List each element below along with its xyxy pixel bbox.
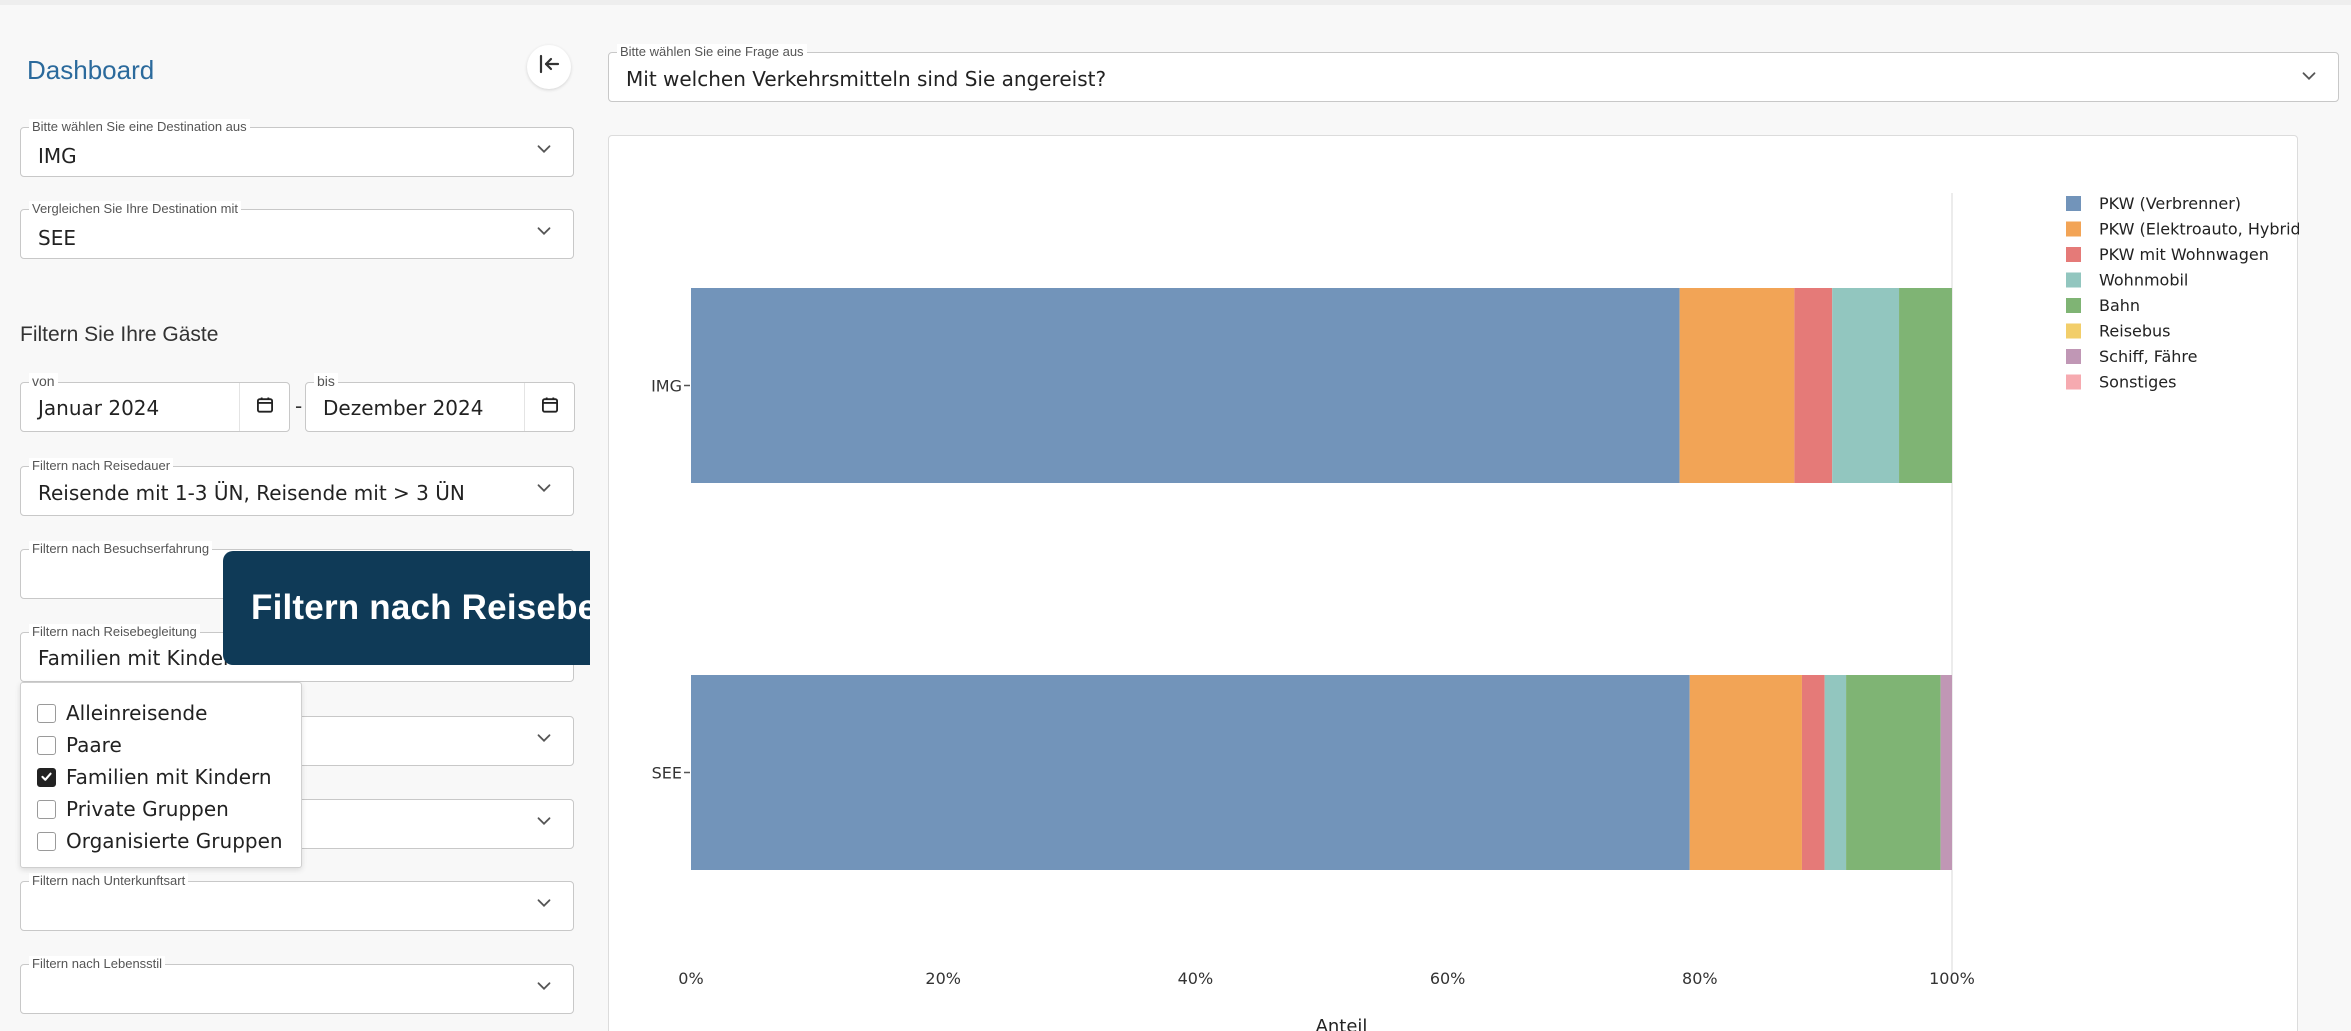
x-tick-label: 40%	[1178, 969, 1214, 988]
unterkunftsart-select[interactable]: Filtern nach Unterkunftsart	[20, 873, 574, 931]
date-from-calendar-button[interactable]	[239, 383, 289, 431]
date-to-calendar-button[interactable]	[524, 383, 574, 431]
checkmark-icon	[40, 768, 53, 787]
legend-entry-label: PKW (Verbrenner)	[2099, 194, 2241, 213]
x-tick-label: 100%	[1929, 969, 1975, 988]
x-tick-label: 0%	[678, 969, 703, 988]
question-select[interactable]: Bitte wählen Sie eine Frage aus Mit welc…	[608, 44, 2339, 102]
x-tick-label: 20%	[925, 969, 961, 988]
reisebegleitung-dropdown: Alleinreisende Paare Familien mit Kinder…	[20, 682, 302, 868]
legend-swatch	[2066, 374, 2081, 390]
stacked-bar-chart: IMG SEE 0% 20% 40% 60% 80% 100% Anteil PKW (Verbr…	[651, 193, 2299, 1031]
date-to-label: bis	[314, 373, 338, 389]
option-label: Familien mit Kindern	[66, 765, 272, 789]
y-tick-label: SEE	[652, 764, 682, 783]
chevron-down-icon	[2298, 65, 2320, 87]
legend-swatch	[2066, 221, 2081, 237]
checkbox-unchecked[interactable]	[37, 703, 56, 723]
chevron-down-icon	[533, 892, 555, 914]
bar-segment	[1689, 675, 1802, 870]
calendar-icon	[255, 395, 275, 419]
legend-entry-label: Reisebus	[2099, 322, 2171, 341]
legend-entry-label: Sonstiges	[2099, 373, 2176, 392]
checkbox-checked[interactable]	[37, 767, 56, 787]
legend-swatch	[2066, 247, 2081, 262]
option-organisierte-gruppen[interactable]: Organisierte Gruppen	[37, 826, 283, 856]
bar-segment	[691, 288, 1680, 483]
dashboard-title: Dashboard	[27, 55, 155, 85]
legend-entry-label: Bahn	[2099, 296, 2140, 315]
reisebegleitung-label: Filtern nach Reisebegleitung	[29, 624, 200, 639]
option-label: Organisierte Gruppen	[66, 829, 283, 853]
bar-segment	[691, 675, 1690, 870]
checkbox-unchecked[interactable]	[37, 831, 56, 851]
filter-heading: Filtern Sie Ihre Gäste	[20, 323, 219, 346]
chevron-down-icon	[533, 975, 555, 997]
destination-select[interactable]: Bitte wählen Sie eine Destination aus IM…	[20, 119, 574, 177]
checkbox-unchecked[interactable]	[37, 799, 56, 819]
bar-segment	[1824, 675, 1847, 870]
legend-entry-label: Schiff, Fähre	[2099, 347, 2197, 366]
option-private-gruppen[interactable]: Private Gruppen	[37, 794, 229, 824]
chevron-down-icon	[533, 220, 555, 242]
calendar-icon	[540, 395, 560, 419]
bar-segment	[1794, 288, 1833, 483]
legend-swatch	[2066, 298, 2081, 313]
legend-entry-label: PKW (Elektroauto, Hybrid)	[2099, 220, 2299, 239]
reisedauer-select[interactable]: Filtern nach Reisedauer Reisende mit 1-3…	[20, 458, 574, 516]
chart-card: IMG SEE 0% 20% 40% 60% 80% 100% Anteil PKW (Verbr…	[608, 135, 2299, 1031]
option-alleinreisende[interactable]: Alleinreisende	[37, 698, 207, 728]
question-select-label: Bitte wählen Sie eine Frage aus	[617, 44, 807, 59]
x-tick-label: 80%	[1682, 969, 1718, 988]
date-from-value: Januar 2024	[38, 396, 160, 420]
bar-segment	[1679, 288, 1795, 483]
bar-segment	[1940, 675, 1952, 870]
reisedauer-label: Filtern nach Reisedauer	[29, 458, 174, 473]
option-label: Alleinreisende	[66, 701, 208, 725]
unterkunftsart-label: Filtern nach Unterkunftsart	[29, 873, 189, 888]
legend-entry-label: PKW mit Wohnwagen	[2099, 245, 2269, 264]
destination-select-label: Bitte wählen Sie eine Destination aus	[29, 119, 250, 134]
chevron-down-icon	[533, 477, 555, 499]
bar-segment	[1801, 675, 1825, 870]
option-paare[interactable]: Paare	[37, 730, 122, 760]
date-from-label: von	[29, 373, 58, 389]
x-axis-title: Anteil	[1316, 1016, 1368, 1031]
lebensstil-label: Filtern nach Lebensstil	[29, 956, 166, 971]
legend-entry-label: Wohnmobil	[2099, 271, 2188, 290]
date-from-field[interactable]: von Januar 2024	[20, 373, 290, 432]
legend-swatch	[2066, 272, 2081, 288]
bar-segment	[1899, 288, 1952, 483]
compare-destination-select[interactable]: Vergleichen Sie Ihre Destination mit SEE	[20, 201, 574, 259]
chevron-down-icon	[533, 810, 555, 832]
bar-segment	[1832, 288, 1900, 483]
option-familien-mit-kindern[interactable]: Familien mit Kindern	[37, 762, 272, 792]
collapse-sidebar-button[interactable]	[527, 45, 571, 89]
chevron-down-icon	[533, 727, 555, 749]
question-select-value: Mit welchen Verkehrsmitteln sind Sie ang…	[626, 67, 1107, 91]
legend-swatch	[2066, 323, 2081, 339]
date-range-separator: -	[295, 394, 303, 418]
besuchserfahrung-label: Filtern nach Besuchserfahrung	[29, 541, 213, 556]
date-to-value: Dezember 2024	[323, 396, 484, 420]
legend-swatch	[2066, 349, 2081, 364]
option-label: Paare	[66, 733, 122, 757]
reisedauer-value: Reisende mit 1-3 ÜN, Reisende mit > 3 ÜN	[38, 481, 465, 505]
x-tick-label: 60%	[1430, 969, 1466, 988]
collapse-left-icon	[537, 52, 561, 82]
date-to-field[interactable]: bis Dezember 2024	[305, 373, 575, 432]
destination-select-value: IMG	[38, 144, 77, 168]
reisebegleitung-value: Familien mit Kindern	[38, 646, 244, 670]
compare-select-value: SEE	[38, 226, 76, 250]
lebensstil-select[interactable]: Filtern nach Lebensstil	[20, 956, 574, 1014]
compare-select-label: Vergleichen Sie Ihre Destination mit	[29, 201, 241, 216]
window-top-edge	[0, 0, 2351, 5]
bar-segment	[1846, 675, 1941, 870]
option-label: Private Gruppen	[66, 797, 229, 821]
chevron-down-icon	[533, 138, 555, 160]
legend-swatch	[2066, 196, 2081, 211]
checkbox-unchecked[interactable]	[37, 735, 56, 755]
y-tick-label: IMG	[651, 377, 682, 396]
